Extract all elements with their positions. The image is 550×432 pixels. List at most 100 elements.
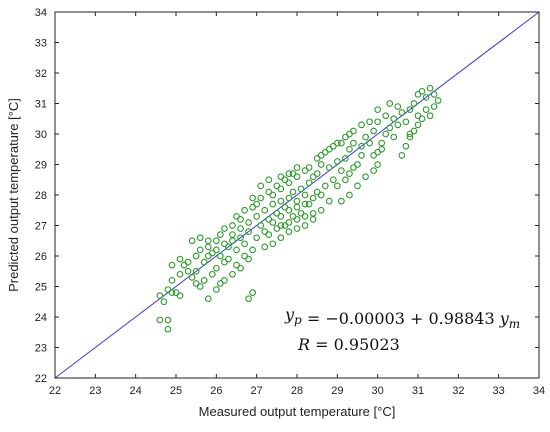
data-point — [176, 292, 184, 300]
data-point — [366, 118, 373, 126]
data-point — [160, 298, 168, 306]
correlation-coefficient: R = 0.95023 — [297, 335, 400, 354]
data-point — [317, 191, 325, 199]
data-point — [354, 182, 361, 190]
data-point — [196, 246, 204, 254]
data-point — [237, 225, 244, 232]
reference-line — [54, 11, 540, 379]
y-axis-ticks: 22 23 24 25 26 27 28 29 30 31 32 33 34 — [35, 7, 539, 385]
x-tick-label: 29 — [331, 385, 343, 397]
data-point — [217, 252, 224, 260]
data-point — [269, 200, 277, 208]
data-point — [426, 84, 434, 92]
data-point — [229, 231, 236, 238]
data-point — [370, 127, 377, 135]
data-point — [237, 264, 244, 272]
data-point — [261, 206, 269, 214]
data-point — [430, 103, 438, 110]
data-point — [342, 176, 349, 184]
data-point — [301, 213, 309, 220]
data-point — [245, 228, 252, 235]
y-tick-label: 29 — [35, 160, 47, 172]
data-point — [257, 182, 265, 190]
data-point — [249, 289, 256, 296]
data-point — [289, 170, 297, 177]
data-point — [212, 264, 220, 272]
data-point — [253, 213, 261, 220]
x-tick-label: 34 — [533, 385, 545, 397]
data-point — [313, 170, 321, 177]
data-point — [329, 142, 337, 150]
data-point — [249, 203, 256, 211]
data-point — [293, 216, 301, 223]
data-point — [221, 225, 228, 232]
data-point — [221, 240, 228, 248]
data-point — [285, 219, 293, 226]
data-point — [285, 194, 293, 202]
data-point — [321, 182, 329, 190]
data-point — [410, 100, 418, 107]
data-point — [301, 200, 309, 208]
data-point — [200, 258, 208, 266]
x-tick-label: 33 — [493, 385, 505, 397]
x-tick-label: 25 — [170, 385, 182, 397]
data-point — [212, 246, 220, 254]
data-point — [382, 130, 390, 138]
data-point — [406, 133, 414, 141]
data-point — [204, 295, 212, 303]
data-point — [301, 222, 309, 229]
data-point — [305, 179, 313, 187]
data-point — [406, 106, 414, 113]
data-point — [200, 277, 208, 284]
data-point — [277, 173, 285, 181]
data-point — [430, 90, 438, 98]
data-point — [370, 152, 377, 159]
y-tick-label: 27 — [35, 221, 47, 233]
data-point — [358, 121, 365, 129]
data-point — [269, 240, 277, 248]
data-point — [374, 161, 382, 168]
data-point — [333, 182, 341, 190]
data-point — [390, 115, 398, 123]
data-point — [176, 255, 184, 263]
data-point — [398, 152, 406, 159]
data-point — [394, 121, 402, 129]
x-tick-label: 32 — [452, 385, 464, 397]
data-point — [233, 246, 240, 254]
data-point — [309, 209, 317, 217]
data-point — [386, 124, 394, 132]
x-tick-label: 31 — [412, 385, 424, 397]
y-axis-label: Predicted output temperature [°C] — [6, 98, 21, 292]
data-point — [217, 231, 224, 238]
x-tick-label: 28 — [291, 385, 303, 397]
data-point — [382, 112, 390, 120]
data-point — [241, 240, 248, 248]
data-point — [366, 139, 373, 147]
data-point — [414, 121, 422, 129]
data-point — [168, 261, 176, 269]
data-point — [285, 170, 293, 177]
data-point — [285, 206, 293, 214]
data-point — [188, 274, 196, 281]
x-axis-ticks: 22 23 24 25 26 27 28 29 30 31 32 33 34 — [49, 12, 545, 397]
data-point — [196, 234, 204, 242]
data-point — [212, 286, 220, 293]
data-point — [378, 145, 386, 153]
y-tick-label: 22 — [35, 373, 47, 385]
data-point — [265, 231, 273, 238]
data-point — [362, 133, 369, 141]
data-point — [212, 237, 220, 245]
data-point — [229, 270, 236, 278]
x-tick-label: 27 — [251, 385, 263, 397]
data-point — [422, 106, 430, 113]
data-point — [184, 258, 192, 266]
data-point — [249, 194, 256, 202]
data-point — [338, 139, 345, 147]
data-point — [245, 295, 252, 303]
data-point — [333, 158, 341, 165]
data-point — [164, 325, 172, 333]
data-point — [156, 292, 164, 300]
data-point — [289, 188, 297, 196]
data-point — [390, 133, 398, 141]
data-point — [418, 87, 426, 95]
